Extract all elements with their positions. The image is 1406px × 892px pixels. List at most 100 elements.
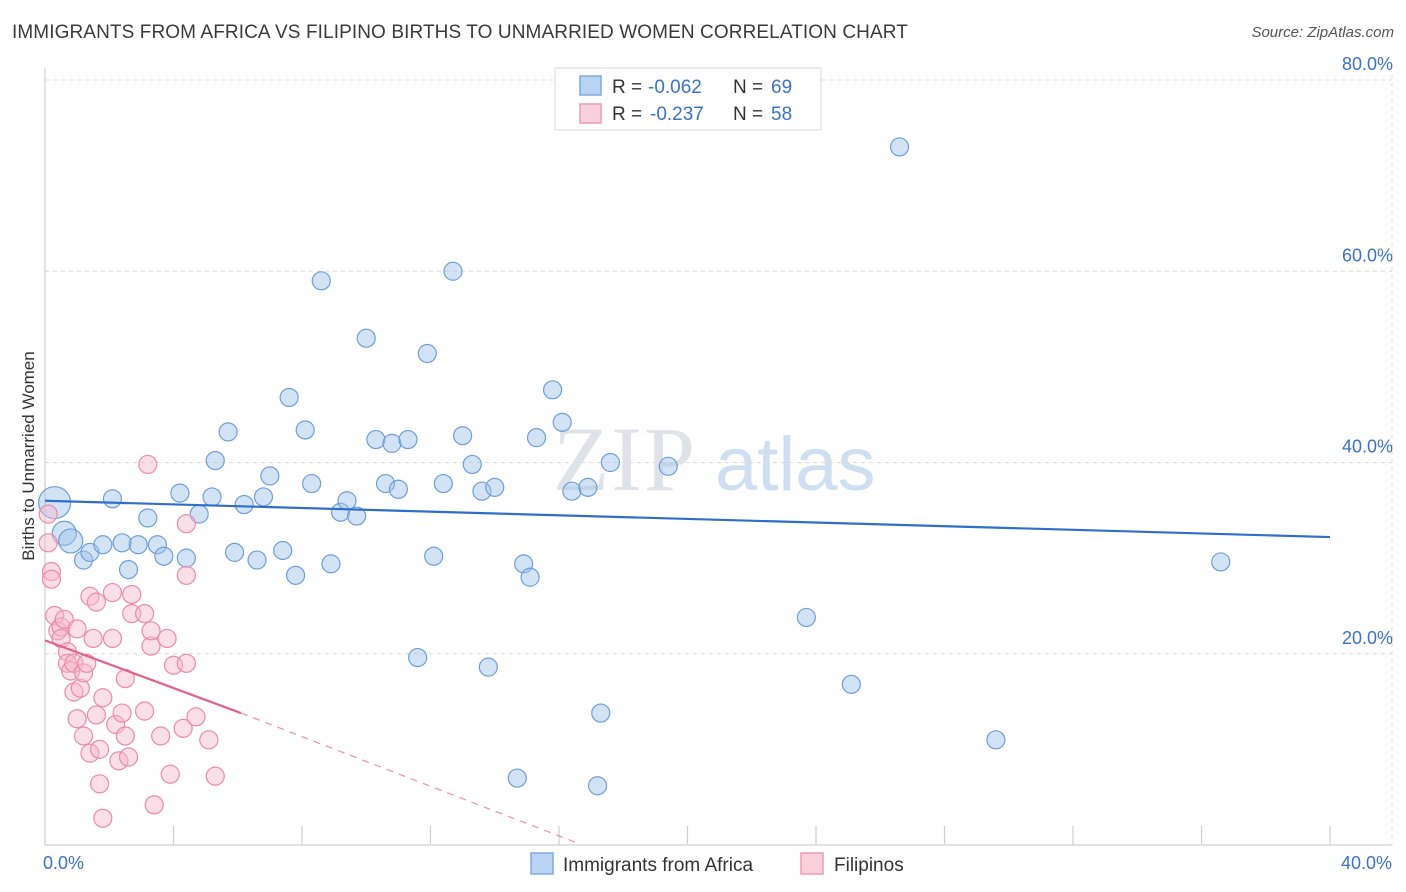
watermark-zip: ZIP — [553, 408, 697, 510]
stats-legend-r-label-filipinos: R = — [612, 104, 642, 125]
africa-point-45 — [453, 426, 473, 446]
africa-point-66 — [1211, 552, 1231, 572]
africa-point-43 — [433, 473, 453, 494]
stats-legend-swatch-africa — [579, 75, 602, 96]
africa-point-42 — [424, 546, 444, 566]
filipinos-point-41 — [138, 454, 158, 475]
africa-point-56 — [562, 481, 582, 501]
filipinos-point-47 — [160, 764, 180, 784]
filipinos-point-25 — [90, 739, 110, 759]
stats-legend-n-label-africa: N = — [733, 77, 763, 98]
stats-legend-r-value-filipinos: -0.237 — [650, 104, 704, 125]
africa-point-18 — [218, 422, 238, 442]
africa-point-30 — [321, 554, 341, 574]
filipinos-point-20 — [80, 743, 100, 763]
africa-point-19 — [224, 542, 245, 562]
africa-point-48 — [478, 657, 498, 677]
filipinos-point-3 — [41, 569, 62, 589]
bottom-legend-label-filipinos: Filipinos — [834, 855, 904, 876]
africa-point-62 — [796, 607, 816, 628]
africa-point-22 — [253, 487, 274, 507]
africa-point-8 — [118, 559, 139, 580]
filipinos-point-53 — [186, 707, 206, 727]
bottom-legend-swatch-filipinos — [800, 852, 824, 875]
africa-point-64 — [889, 137, 910, 157]
africa-point-40 — [408, 647, 428, 668]
filipinos-point-22 — [83, 628, 103, 649]
y-tick-label-0: 20.0% — [1342, 628, 1393, 648]
filipinos-point-19 — [77, 653, 97, 673]
filipinos-point-1 — [38, 533, 58, 553]
africa-point-58 — [587, 776, 608, 796]
watermark: ZIP atlas — [553, 408, 876, 510]
filipinos-point-24 — [86, 592, 107, 612]
africa-point-37 — [382, 433, 402, 453]
africa-point-9 — [128, 535, 148, 555]
watermark-atlas: atlas — [715, 422, 876, 507]
africa-point-47 — [472, 481, 492, 501]
y-tick-label-3: 80.0% — [1342, 54, 1393, 74]
africa-point-24 — [273, 540, 293, 561]
stats-legend-r-value-africa: -0.062 — [648, 77, 702, 98]
africa-point-38 — [388, 479, 408, 499]
africa-point-53 — [526, 428, 547, 448]
africa-point-65 — [986, 730, 1006, 750]
filipinos-point-54 — [199, 730, 219, 750]
chart-title: IMMIGRANTS FROM AFRICA VS FILIPINO BIRTH… — [12, 22, 908, 43]
africa-point-0 — [38, 486, 72, 520]
stats-legend: R = -0.062 N = 69 R = -0.237 N = 58 — [554, 67, 822, 131]
africa-point-5 — [93, 535, 113, 555]
africa-point-59 — [591, 703, 611, 723]
africa-point-25 — [279, 387, 299, 408]
filipinos-point-43 — [141, 621, 161, 641]
africa-point-63 — [841, 674, 861, 694]
africa-point-14 — [176, 548, 196, 568]
filipinos-point-26 — [90, 774, 110, 794]
y-axis-label: Births to Unmarried Women — [19, 351, 38, 560]
stats-legend-swatch-filipinos — [579, 103, 602, 124]
africa-trend-line — [44, 499, 1331, 539]
africa-point-21 — [247, 550, 267, 570]
filipinos-point-49 — [173, 718, 193, 738]
filipinos-point-16 — [70, 678, 90, 698]
africa-point-12 — [154, 546, 174, 566]
filipinos-point-15 — [67, 619, 87, 639]
filipinos-point-17 — [73, 726, 94, 746]
africa-point-10 — [138, 508, 158, 528]
filipinos-point-39 — [134, 701, 155, 721]
x-tick-label-0: 0.0% — [43, 853, 84, 873]
africa-point-35 — [366, 429, 386, 450]
stats-legend-r-label-africa: R = — [612, 77, 642, 98]
africa-point-52 — [520, 567, 540, 587]
africa-point-55 — [552, 412, 572, 432]
africa-point-39 — [398, 429, 418, 450]
africa-point-27 — [295, 420, 315, 440]
filipinos-point-8 — [54, 609, 74, 629]
africa-point-33 — [347, 506, 367, 526]
filipinos-point-14 — [67, 709, 87, 729]
y-tick-label-2: 60.0% — [1342, 245, 1393, 265]
filipinos-point-52 — [176, 653, 196, 673]
africa-point-17 — [205, 450, 225, 471]
bottom-legend-swatch-africa — [530, 852, 554, 875]
africa-point-41 — [417, 343, 437, 364]
africa-point-11 — [147, 535, 168, 555]
filipinos-trend-line — [44, 639, 242, 715]
africa-point-44 — [443, 261, 463, 281]
filipinos-point-32 — [109, 751, 129, 771]
x-tick-label-1: 40.0% — [1341, 853, 1392, 873]
africa-point-20 — [234, 494, 254, 515]
africa-point-57 — [578, 477, 598, 497]
africa-point-49 — [485, 477, 505, 497]
africa-point-7 — [112, 533, 132, 553]
stats-legend-n-value-filipinos: 58 — [771, 104, 792, 125]
bottom-legend: Immigrants from Africa Filipinos — [530, 852, 904, 876]
filipinos-point-34 — [115, 726, 135, 746]
filipinos-point-27 — [93, 688, 113, 708]
filipinos-point-4 — [45, 605, 65, 626]
filipinos-point-40 — [134, 603, 155, 624]
filipinos-point-55 — [205, 766, 225, 786]
africa-point-46 — [462, 454, 482, 475]
africa-point-29 — [311, 271, 331, 291]
